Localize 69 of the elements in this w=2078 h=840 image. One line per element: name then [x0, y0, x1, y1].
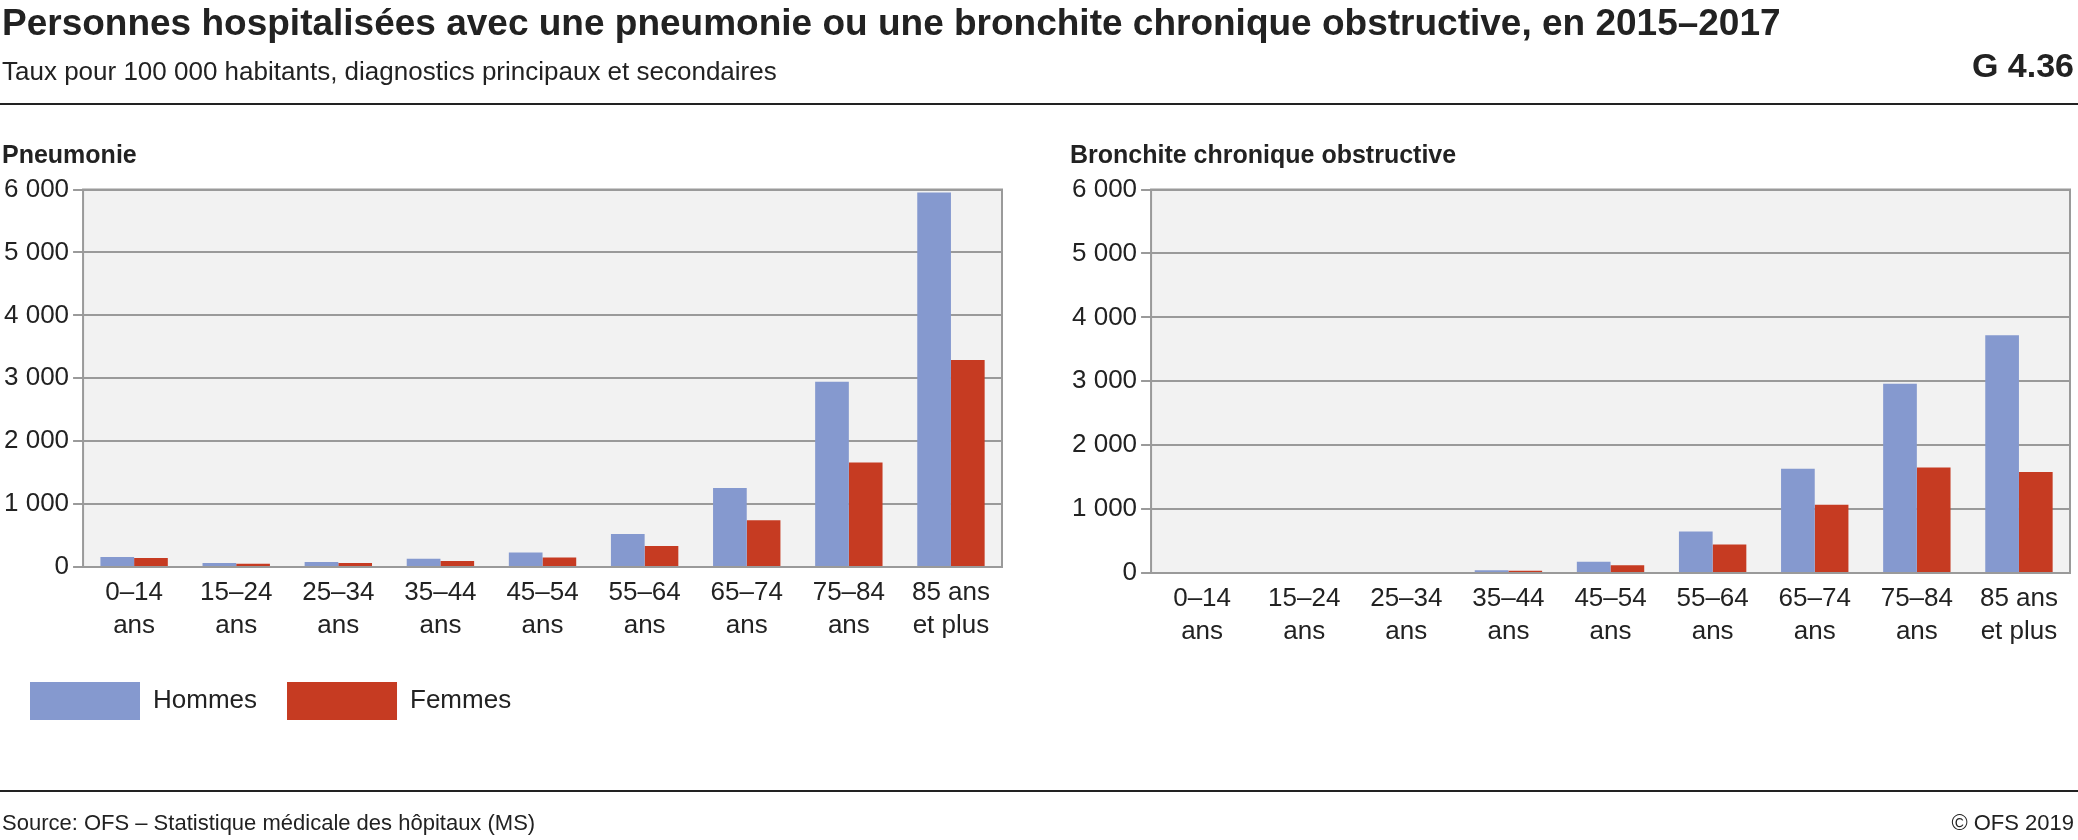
y-tick-label: 1 000 — [3, 487, 70, 518]
x-tick-label: 25–34 ans — [1370, 582, 1443, 645]
y-tick-label: 3 000 — [1071, 364, 1138, 395]
x-tick-label: 75–84 ans — [812, 576, 885, 639]
bar — [713, 488, 747, 566]
y-tick-label: 6 000 — [1071, 172, 1138, 203]
bar — [100, 556, 135, 566]
bar — [202, 562, 237, 566]
x-tick-label: 15–24 ans — [1268, 582, 1341, 645]
y-tick-label: 4 000 — [1071, 300, 1138, 331]
bar — [1985, 335, 2019, 572]
x-tick-label: 45–54 ans — [1574, 582, 1647, 645]
y-tick-label: 0 — [1122, 556, 1138, 587]
x-tick-label: 15–24 ans — [200, 576, 273, 639]
bar — [1883, 383, 1917, 572]
x-tick-label: 55–64 ans — [608, 576, 681, 639]
y-tick-label: 2 000 — [1071, 428, 1138, 459]
chart-title: Bronchite chronique obstructive — [1069, 140, 1458, 170]
bar — [2018, 472, 2053, 572]
bar — [1678, 531, 1713, 572]
text: G 4.36 — [1971, 46, 2074, 85]
x-tick-label: 65–74 ans — [1778, 582, 1851, 645]
y-tick-label: 5 000 — [3, 235, 70, 266]
bar — [1576, 561, 1611, 572]
bar — [1610, 565, 1645, 572]
y-tick-label: 2 000 — [3, 424, 70, 455]
y-tick-label: 5 000 — [1071, 236, 1138, 267]
bar — [338, 562, 373, 566]
bar — [508, 552, 543, 566]
x-tick-label: 45–54 ans — [506, 576, 579, 639]
x-tick-label: 85 ans et plus — [1979, 582, 2058, 645]
x-tick-label: 85 ans et plus — [911, 576, 990, 639]
bar — [1814, 504, 1849, 572]
y-tick-label: 6 000 — [3, 172, 70, 203]
bar — [406, 558, 441, 566]
bar — [610, 533, 645, 566]
x-tick-label: 0–14 ans — [1173, 582, 1232, 645]
x-tick-label: 35–44 ans — [404, 576, 477, 639]
bar — [542, 557, 577, 566]
y-tick-label: 3 000 — [3, 361, 70, 392]
text: © OFS 2019 — [1951, 810, 2074, 836]
bar — [950, 360, 985, 566]
y-tick-label: 0 — [54, 550, 70, 581]
bar — [917, 192, 951, 566]
y-tick-label: 1 000 — [1071, 492, 1138, 523]
x-tick-label: 0–14 ans — [105, 576, 164, 639]
legend-label: Hommes — [153, 684, 258, 715]
bar — [644, 545, 679, 566]
x-tick-label: 35–44 ans — [1472, 582, 1545, 645]
bar — [1781, 468, 1815, 572]
x-tick-label: 65–74 ans — [710, 576, 783, 639]
x-tick-label: 55–64 ans — [1676, 582, 1749, 645]
x-tick-label: 25–34 ans — [302, 576, 375, 639]
y-tick-label: 4 000 — [3, 298, 70, 329]
bar — [848, 462, 883, 566]
bar — [815, 381, 849, 566]
source-note: Source: OFS – Statistique médicale des hôpitaux (MS) — [2, 810, 536, 836]
bar — [746, 520, 781, 566]
bar — [1916, 467, 1951, 572]
bar — [1712, 544, 1747, 572]
text: Personnes hospitalisées avec une pneumonie ou une bronchite chronique obstructive, en 2015–2017 — [2, 2, 1781, 44]
x-tick-label: 75–84 ans — [1880, 582, 1953, 645]
bar — [134, 557, 168, 566]
chart-title: Pneumonie — [1, 140, 138, 170]
legend-label: Femmes — [410, 684, 512, 715]
bar — [236, 563, 270, 566]
text: Taux pour 100 000 habitants, diagnostics principaux et secondaires — [2, 56, 777, 87]
bar — [440, 561, 475, 566]
bar — [304, 561, 339, 566]
